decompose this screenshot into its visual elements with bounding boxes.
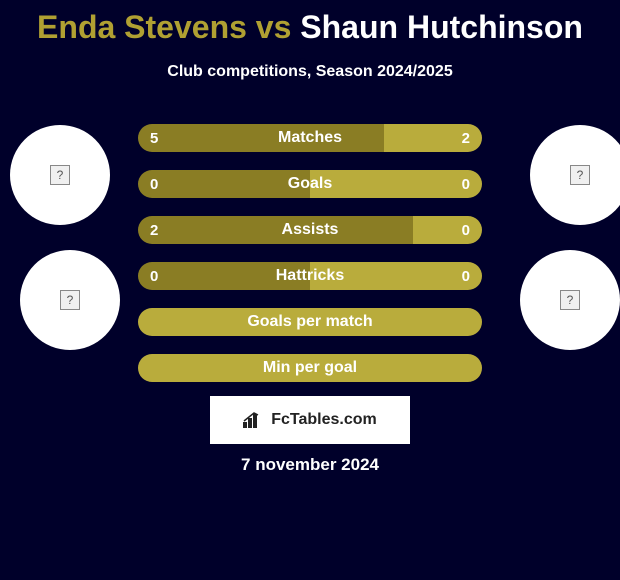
player2-name: Shaun Hutchinson: [300, 9, 583, 45]
date-text: 7 november 2024: [0, 455, 620, 475]
stat-left-value: 0: [150, 268, 158, 285]
stat-left-segment: 2: [138, 216, 413, 244]
image-placeholder-icon: ?: [50, 165, 70, 185]
stat-left-segment: 0: [138, 170, 310, 198]
stat-right-segment: 2: [384, 124, 482, 152]
stat-left-value: 2: [150, 222, 158, 239]
stat-row: 52Matches: [138, 124, 482, 152]
stat-left-segment: 5: [138, 124, 384, 152]
stat-row: Goals per match: [138, 308, 482, 336]
stat-left-segment: 0: [138, 262, 310, 290]
stat-left-value: 5: [150, 130, 158, 147]
image-placeholder-icon: ?: [560, 290, 580, 310]
image-placeholder-icon: ?: [570, 165, 590, 185]
stat-right-segment: 0: [310, 170, 482, 198]
stat-right-value: 0: [462, 222, 470, 239]
stat-right-segment: 0: [413, 216, 482, 244]
stat-right-value: 0: [462, 176, 470, 193]
image-placeholder-icon: ?: [60, 290, 80, 310]
player1-name: Enda Stevens: [37, 9, 247, 45]
avatar-bottom-left: ?: [20, 250, 120, 350]
avatar-bottom-right: ?: [520, 250, 620, 350]
avatar-top-right: ?: [530, 125, 620, 225]
stat-row: 00Hattricks: [138, 262, 482, 290]
fctables-logo-icon: [243, 412, 265, 428]
stat-label: Min per goal: [138, 359, 482, 377]
stat-right-value: 0: [462, 268, 470, 285]
stat-left-value: 0: [150, 176, 158, 193]
stat-row: 20Assists: [138, 216, 482, 244]
avatar-top-left: ?: [10, 125, 110, 225]
stat-right-value: 2: [462, 130, 470, 147]
subtitle: Club competitions, Season 2024/2025: [0, 63, 620, 81]
stat-row: Min per goal: [138, 354, 482, 382]
vs-text: vs: [256, 9, 292, 45]
stat-row: 00Goals: [138, 170, 482, 198]
stat-right-segment: 0: [310, 262, 482, 290]
badge-text: FcTables.com: [271, 411, 377, 429]
stat-label: Goals per match: [138, 313, 482, 331]
comparison-title: Enda Stevens vs Shaun Hutchinson: [0, 0, 620, 45]
fctables-badge: FcTables.com: [210, 396, 410, 444]
stats-bars: 52Matches00Goals20Assists00HattricksGoal…: [138, 124, 482, 400]
